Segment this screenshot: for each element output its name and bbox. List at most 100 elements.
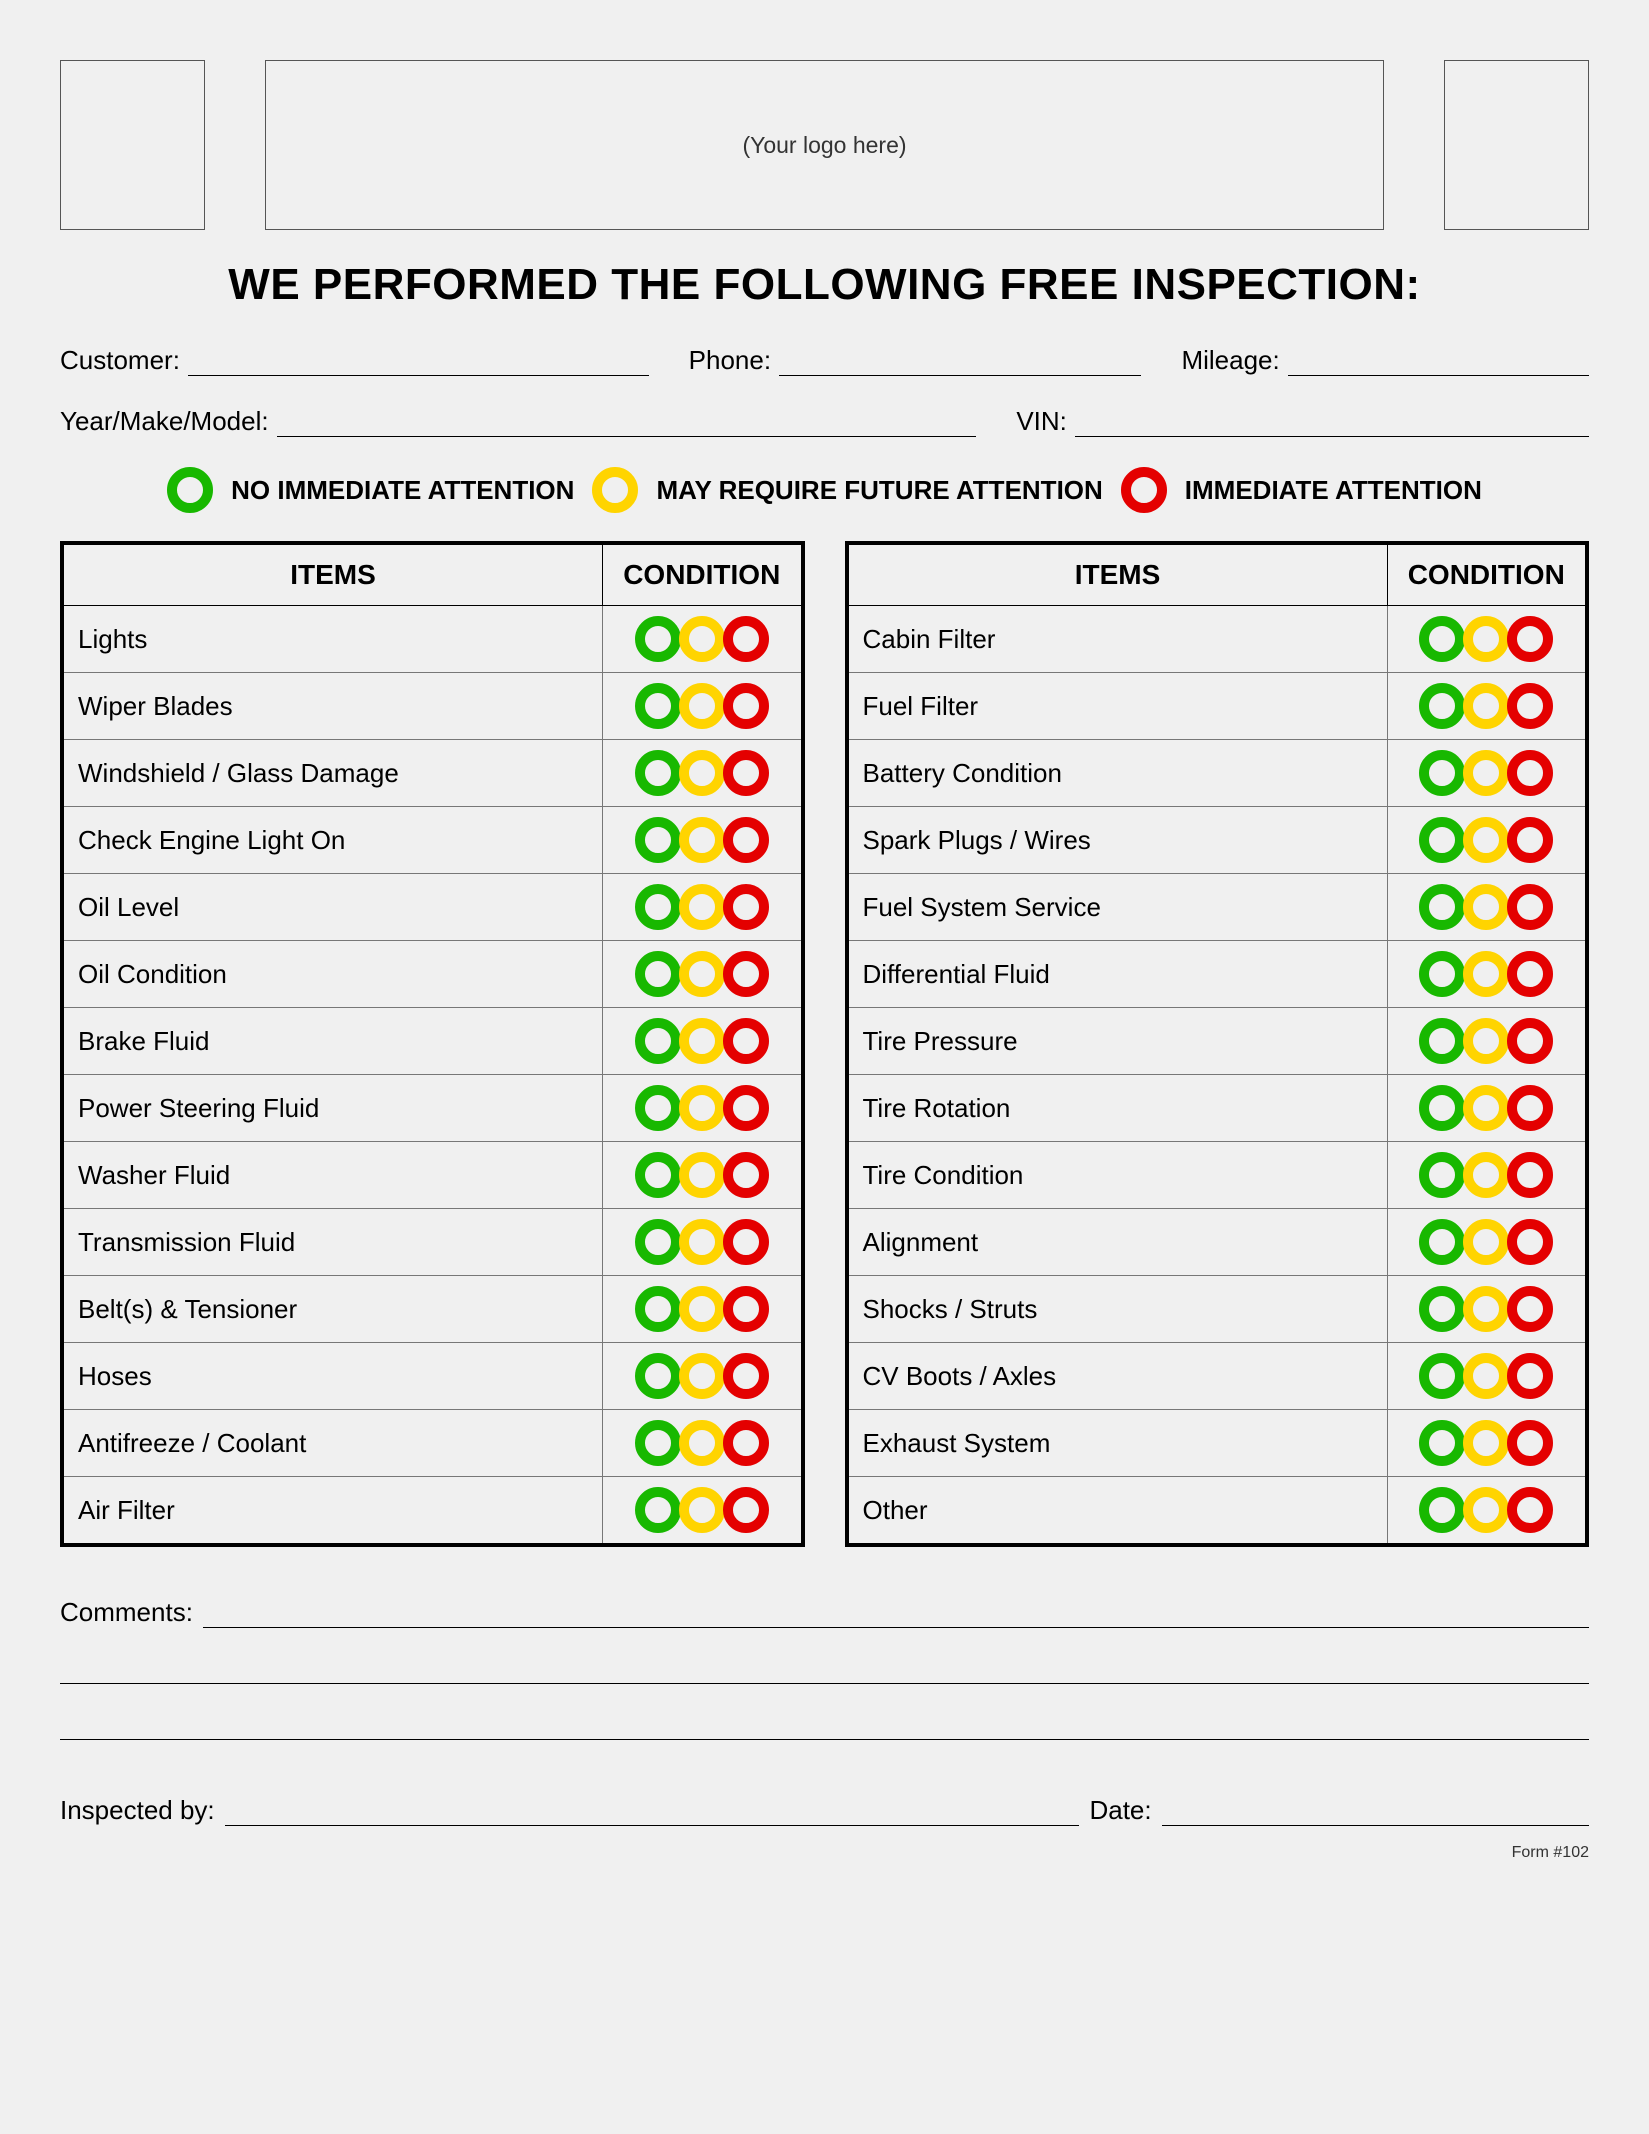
ymm-field[interactable] <box>277 411 977 437</box>
condition-cell <box>1387 807 1587 874</box>
table-row: Tire Pressure <box>847 1008 1588 1075</box>
condition-red-icon[interactable] <box>1507 884 1553 930</box>
condition-yellow-icon[interactable] <box>1463 884 1509 930</box>
condition-yellow-icon[interactable] <box>1463 1219 1509 1265</box>
comments-line-2[interactable] <box>60 1683 1589 1684</box>
condition-red-icon[interactable] <box>1507 951 1553 997</box>
condition-yellow-icon[interactable] <box>679 817 725 863</box>
condition-green-icon[interactable] <box>1419 750 1465 796</box>
condition-yellow-icon[interactable] <box>1463 1085 1509 1131</box>
condition-red-icon[interactable] <box>723 683 769 729</box>
condition-red-icon[interactable] <box>723 750 769 796</box>
condition-yellow-icon[interactable] <box>679 683 725 729</box>
condition-yellow-icon[interactable] <box>679 951 725 997</box>
condition-green-icon[interactable] <box>1419 683 1465 729</box>
condition-yellow-icon[interactable] <box>679 616 725 662</box>
condition-green-icon[interactable] <box>635 616 681 662</box>
condition-green-icon[interactable] <box>635 1420 681 1466</box>
customer-field[interactable] <box>188 350 649 376</box>
date-field[interactable] <box>1162 1800 1589 1826</box>
condition-red-icon[interactable] <box>723 817 769 863</box>
condition-yellow-icon[interactable] <box>1463 1353 1509 1399</box>
condition-green-icon[interactable] <box>1419 1487 1465 1533</box>
condition-green-icon[interactable] <box>635 1152 681 1198</box>
condition-red-icon[interactable] <box>723 1152 769 1198</box>
condition-yellow-icon[interactable] <box>1463 616 1509 662</box>
phone-field[interactable] <box>779 350 1141 376</box>
condition-yellow-icon[interactable] <box>1463 817 1509 863</box>
condition-yellow-icon[interactable] <box>679 1353 725 1399</box>
condition-yellow-icon[interactable] <box>1463 951 1509 997</box>
inspected-by-field[interactable] <box>225 1800 1080 1826</box>
condition-red-icon[interactable] <box>1507 1018 1553 1064</box>
condition-yellow-icon[interactable] <box>679 1085 725 1131</box>
condition-green-icon[interactable] <box>635 884 681 930</box>
condition-yellow-icon[interactable] <box>1463 750 1509 796</box>
condition-green-icon[interactable] <box>635 1487 681 1533</box>
condition-green-icon[interactable] <box>635 750 681 796</box>
condition-yellow-icon[interactable] <box>679 884 725 930</box>
item-label: Cabin Filter <box>847 606 1388 673</box>
condition-green-icon[interactable] <box>1419 1353 1465 1399</box>
condition-red-icon[interactable] <box>1507 1085 1553 1131</box>
condition-green-icon[interactable] <box>635 817 681 863</box>
info-row-2: Year/Make/Model: VIN: <box>60 406 1589 437</box>
condition-red-icon[interactable] <box>1507 1420 1553 1466</box>
condition-red-icon[interactable] <box>723 1219 769 1265</box>
condition-red-icon[interactable] <box>723 951 769 997</box>
condition-red-icon[interactable] <box>1507 1219 1553 1265</box>
condition-green-icon[interactable] <box>635 951 681 997</box>
condition-yellow-icon[interactable] <box>1463 1018 1509 1064</box>
comments-line-3[interactable] <box>60 1739 1589 1740</box>
condition-green-icon[interactable] <box>635 1085 681 1131</box>
condition-yellow-icon[interactable] <box>1463 1152 1509 1198</box>
condition-red-icon[interactable] <box>1507 1487 1553 1533</box>
condition-red-icon[interactable] <box>723 1018 769 1064</box>
condition-green-icon[interactable] <box>635 1353 681 1399</box>
condition-red-icon[interactable] <box>723 1487 769 1533</box>
mileage-field[interactable] <box>1288 350 1589 376</box>
condition-red-icon[interactable] <box>1507 1286 1553 1332</box>
condition-green-icon[interactable] <box>1419 1219 1465 1265</box>
condition-green-icon[interactable] <box>635 1018 681 1064</box>
comments-line-1[interactable] <box>203 1602 1589 1628</box>
condition-yellow-icon[interactable] <box>1463 1420 1509 1466</box>
condition-green-icon[interactable] <box>1419 951 1465 997</box>
condition-green-icon[interactable] <box>635 1219 681 1265</box>
condition-red-icon[interactable] <box>1507 616 1553 662</box>
condition-yellow-icon[interactable] <box>1463 1286 1509 1332</box>
condition-yellow-icon[interactable] <box>679 1152 725 1198</box>
condition-yellow-icon[interactable] <box>679 750 725 796</box>
condition-red-icon[interactable] <box>723 1420 769 1466</box>
condition-yellow-icon[interactable] <box>1463 683 1509 729</box>
condition-red-icon[interactable] <box>1507 750 1553 796</box>
condition-yellow-icon[interactable] <box>679 1487 725 1533</box>
condition-green-icon[interactable] <box>1419 817 1465 863</box>
condition-yellow-icon[interactable] <box>679 1420 725 1466</box>
condition-green-icon[interactable] <box>1419 1286 1465 1332</box>
condition-red-icon[interactable] <box>723 1353 769 1399</box>
condition-green-icon[interactable] <box>1419 1085 1465 1131</box>
condition-green-icon[interactable] <box>1419 1152 1465 1198</box>
condition-yellow-icon[interactable] <box>1463 1487 1509 1533</box>
condition-yellow-icon[interactable] <box>679 1286 725 1332</box>
condition-green-icon[interactable] <box>635 1286 681 1332</box>
condition-red-icon[interactable] <box>1507 817 1553 863</box>
condition-red-icon[interactable] <box>1507 1353 1553 1399</box>
condition-green-icon[interactable] <box>1419 616 1465 662</box>
vin-field[interactable] <box>1075 411 1589 437</box>
condition-green-icon[interactable] <box>1419 1018 1465 1064</box>
condition-red-icon[interactable] <box>1507 683 1553 729</box>
condition-red-icon[interactable] <box>1507 1152 1553 1198</box>
condition-green-icon[interactable] <box>1419 884 1465 930</box>
item-label: Hoses <box>62 1343 603 1410</box>
legend-immediate-attention: IMMEDIATE ATTENTION <box>1185 475 1482 506</box>
condition-green-icon[interactable] <box>635 683 681 729</box>
condition-red-icon[interactable] <box>723 616 769 662</box>
condition-green-icon[interactable] <box>1419 1420 1465 1466</box>
condition-red-icon[interactable] <box>723 884 769 930</box>
condition-yellow-icon[interactable] <box>679 1018 725 1064</box>
condition-red-icon[interactable] <box>723 1085 769 1131</box>
condition-yellow-icon[interactable] <box>679 1219 725 1265</box>
condition-red-icon[interactable] <box>723 1286 769 1332</box>
